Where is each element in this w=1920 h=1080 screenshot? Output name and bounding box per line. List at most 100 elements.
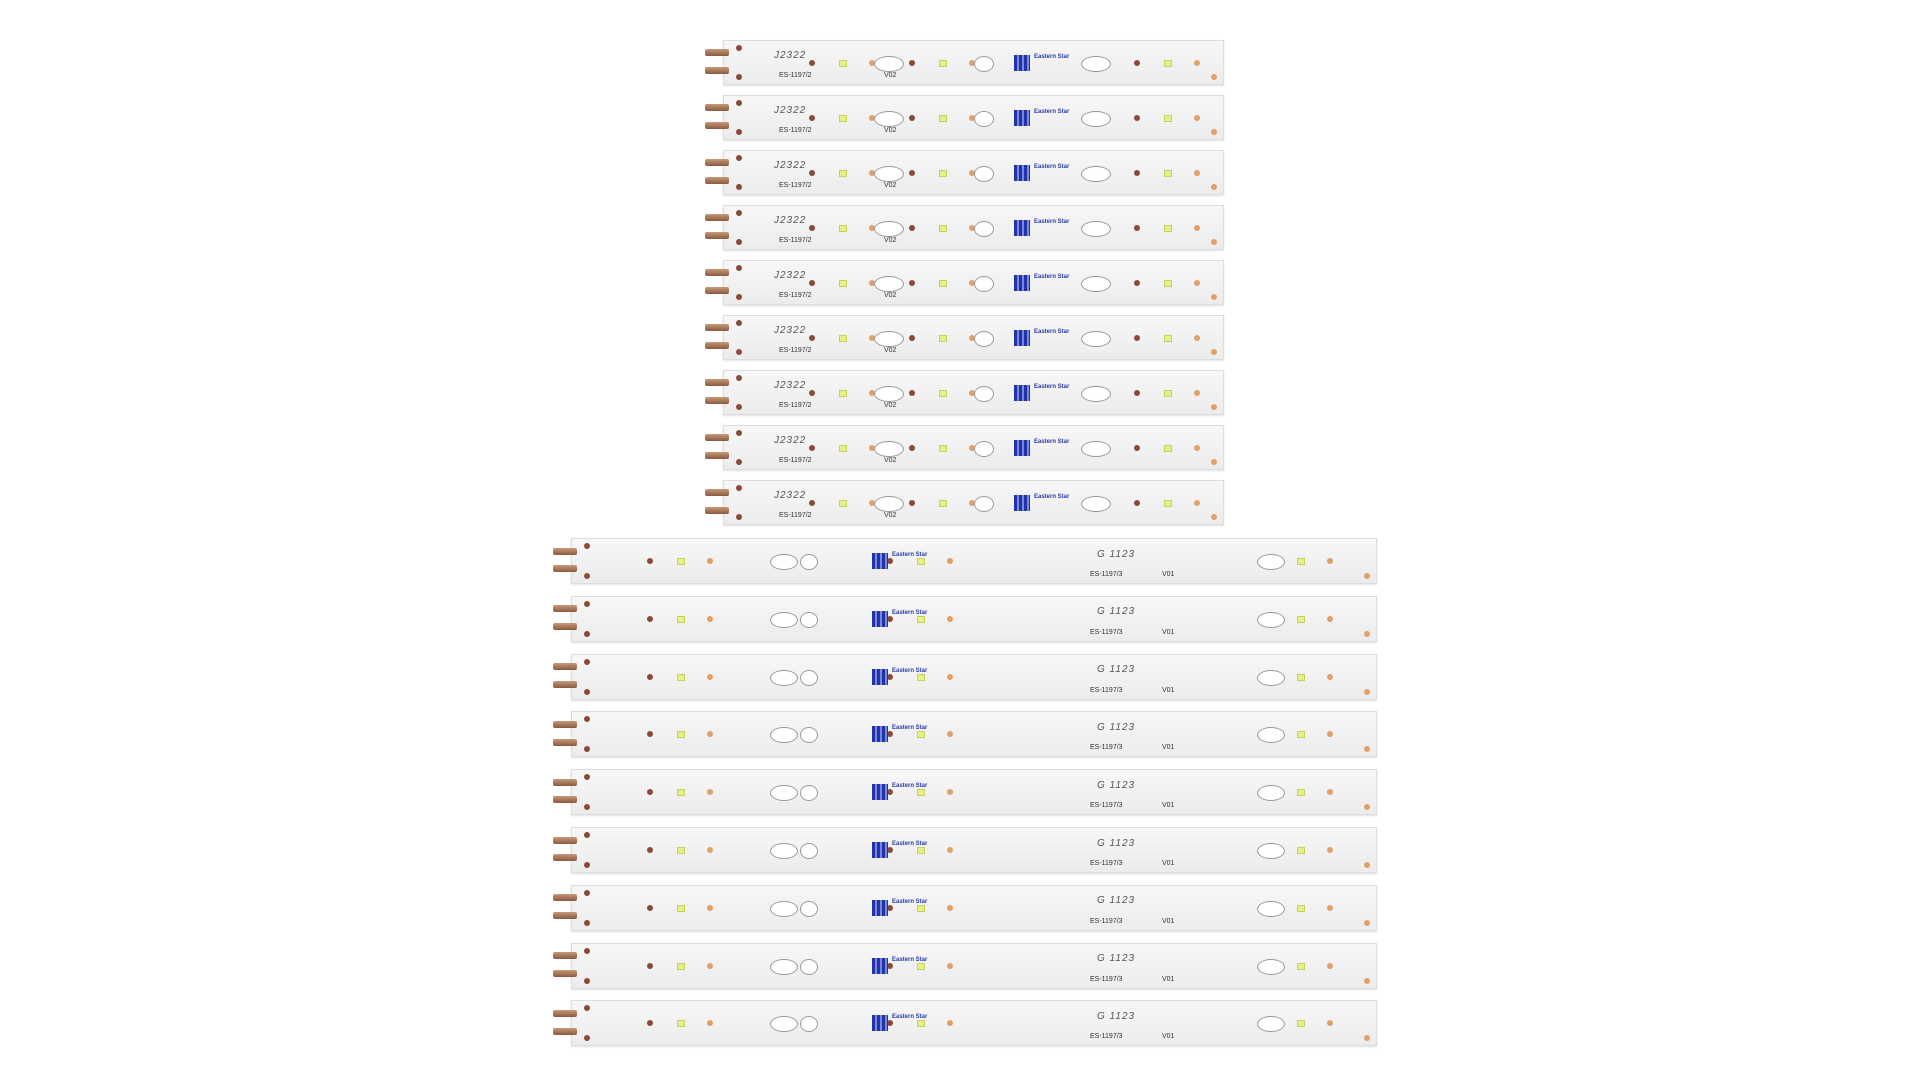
- led-chip: [1164, 59, 1172, 67]
- mounting-hole: [1257, 611, 1285, 628]
- solder-pad: [887, 962, 893, 969]
- mounting-hole: [974, 275, 994, 292]
- mounting-point: [1364, 746, 1370, 753]
- led-chip: [939, 499, 947, 507]
- wire-connector: [705, 104, 729, 112]
- version-label: V02: [884, 402, 897, 409]
- mounting-hole: [974, 495, 994, 512]
- model-label: ES-1197/2: [779, 292, 812, 299]
- wire-connector: [553, 565, 577, 573]
- solder-pad: [736, 100, 742, 106]
- solder-pad: [869, 499, 875, 506]
- solder-pad: [947, 904, 953, 911]
- solder-pad: [809, 224, 815, 231]
- solder-pad: [584, 862, 590, 868]
- version-label: V02: [884, 292, 897, 299]
- solder-pad: [947, 731, 953, 738]
- solder-pad: [736, 45, 742, 51]
- qr-code: [872, 726, 888, 743]
- lot-code: G 1123: [1097, 953, 1136, 965]
- led-chip: [939, 334, 947, 342]
- model-label: ES-1197/3: [1090, 917, 1123, 925]
- solder-pad: [1134, 59, 1140, 66]
- solder-pad: [736, 184, 742, 190]
- model-label: ES-1197/2: [779, 402, 812, 409]
- solder-pad: [736, 294, 742, 300]
- wire-connector: [705, 231, 729, 239]
- solder-pad: [584, 658, 590, 665]
- solder-pad: [707, 789, 713, 796]
- mounting-hole: [1081, 165, 1111, 182]
- solder-pad: [584, 716, 590, 723]
- led-chip: [677, 1020, 685, 1028]
- lot-code: J2322: [774, 270, 807, 282]
- brand-label: Eastern Star: [892, 783, 928, 790]
- wire-connector: [553, 738, 577, 746]
- mounting-point: [1211, 129, 1217, 135]
- wire-connector: [553, 663, 577, 671]
- mounting-point: [1211, 74, 1217, 80]
- qr-code: [1014, 219, 1030, 236]
- solder-pad: [736, 210, 742, 216]
- mounting-hole: [770, 554, 798, 570]
- solder-pad: [1134, 279, 1140, 286]
- qr-code: [1014, 439, 1030, 456]
- solder-pad: [887, 904, 893, 911]
- mounting-hole: [800, 554, 818, 570]
- solder-pad: [1327, 962, 1333, 969]
- led-strip: Eastern Star J2322 ES-1197/2 V02: [723, 315, 1224, 360]
- led-chip: [939, 59, 947, 67]
- mounting-hole: [974, 110, 994, 127]
- wire-connector: [553, 796, 577, 804]
- solder-pad: [736, 514, 742, 520]
- mounting-hole: [770, 958, 798, 975]
- led-chip: [839, 59, 847, 67]
- version-label: V01: [1162, 628, 1175, 636]
- mounting-point: [1364, 573, 1370, 579]
- model-label: ES-1197/3: [1090, 802, 1123, 810]
- solder-pad: [1327, 558, 1333, 564]
- qr-code: [1014, 384, 1030, 401]
- lot-code: G 1123: [1097, 606, 1136, 618]
- mounting-point: [1364, 919, 1370, 926]
- solder-pad: [1327, 789, 1333, 796]
- mounting-hole: [1257, 554, 1285, 570]
- lot-code: J2322: [774, 490, 807, 502]
- led-chip: [1297, 1020, 1305, 1028]
- solder-pad: [1194, 334, 1200, 341]
- brand-label: Eastern Star: [1034, 218, 1070, 225]
- led-strip: Eastern Star J2322 ES-1197/2 V02: [723, 480, 1224, 525]
- solder-pad: [1134, 444, 1140, 451]
- mounting-hole: [800, 958, 818, 975]
- mounting-hole: [1257, 900, 1285, 917]
- led-strip: Eastern Star G 1123 ES-1197/3 V01: [571, 1000, 1377, 1047]
- solder-pad: [1327, 1020, 1333, 1027]
- solder-pad: [869, 224, 875, 231]
- lot-code: J2322: [774, 50, 807, 62]
- solder-pad: [969, 389, 975, 396]
- solder-pad: [887, 731, 893, 738]
- led-strip: Eastern Star G 1123 ES-1197/3 V01: [571, 769, 1377, 816]
- solder-pad: [736, 74, 742, 80]
- lot-code: J2322: [774, 105, 807, 117]
- mounting-hole: [974, 55, 994, 72]
- wire-connector: [705, 324, 729, 332]
- solder-pad: [647, 558, 653, 564]
- brand-label: Eastern Star: [892, 898, 928, 905]
- solder-pad: [1134, 224, 1140, 231]
- led-chip: [1297, 962, 1305, 970]
- led-chip: [839, 389, 847, 397]
- solder-pad: [947, 615, 953, 622]
- solder-pad: [707, 847, 713, 853]
- mounting-point: [1211, 349, 1217, 355]
- solder-pad: [1194, 389, 1200, 396]
- mounting-point: [1211, 514, 1217, 520]
- model-label: ES-1197/2: [779, 127, 812, 134]
- mounting-hole: [770, 843, 798, 859]
- wire-connector: [553, 721, 577, 729]
- solder-pad: [647, 847, 653, 853]
- solder-pad: [647, 615, 653, 622]
- solder-pad: [647, 789, 653, 796]
- solder-pad: [887, 1020, 893, 1027]
- mounting-hole: [1257, 669, 1285, 686]
